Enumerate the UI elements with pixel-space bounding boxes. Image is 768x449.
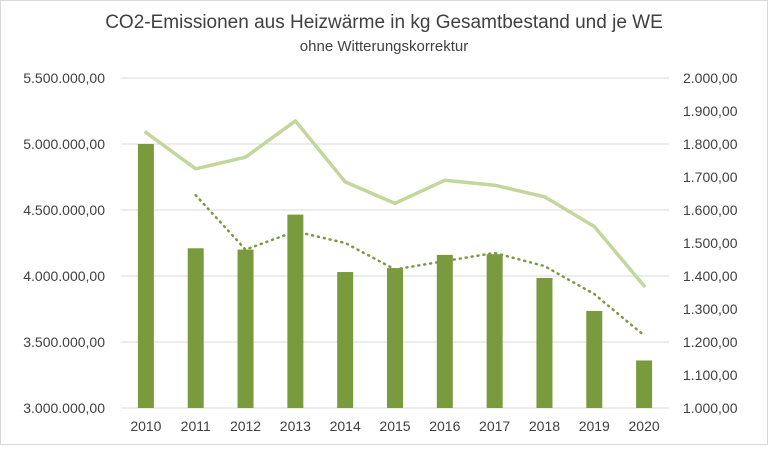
bar: [387, 268, 403, 408]
x-tick-label: 2011: [181, 418, 211, 434]
bar: [337, 272, 354, 408]
x-tick-label: 2018: [529, 418, 560, 434]
x-tick-label: 2019: [579, 418, 610, 434]
bar: [287, 214, 304, 408]
chart-subtitle: ohne Witterungskorrektur: [300, 38, 468, 55]
bar: [486, 254, 503, 408]
x-tick-label: 2017: [479, 418, 510, 434]
x-tick-label: 2012: [230, 418, 261, 434]
left-tick-label: 5.500.000,00: [23, 70, 105, 86]
right-tick-label: 1.200,00: [683, 334, 738, 350]
bar: [237, 249, 254, 408]
right-tick-label: 1.100,00: [683, 367, 738, 383]
bar: [187, 248, 204, 408]
right-tick-label: 1.600,00: [683, 202, 738, 218]
left-tick-label: 5.000.000,00: [23, 136, 105, 152]
right-tick-label: 1.800,00: [683, 136, 738, 152]
left-tick-label: 3.000.000,00: [23, 400, 105, 416]
right-tick-label: 1.900,00: [683, 103, 738, 119]
bar: [586, 310, 603, 408]
right-tick-label: 1.000,00: [683, 400, 738, 416]
x-tick-label: 2015: [379, 418, 410, 434]
bar-series: [137, 144, 653, 408]
x-tick-label: 2010: [130, 418, 161, 434]
x-tick-label: 2020: [629, 418, 660, 434]
bar: [436, 254, 453, 408]
x-tick-label: 2016: [429, 418, 460, 434]
bar: [137, 144, 154, 408]
right-axis-ticks: 2.000,00 1.900,00 1.800,00 1.700,00 1.600,00…: [683, 70, 738, 416]
left-tick-label: 3.500.000,00: [23, 334, 105, 350]
x-tick-label: 2014: [330, 418, 361, 434]
left-tick-label: 4.000.000,00: [23, 268, 105, 284]
right-tick-label: 1.400,00: [683, 268, 738, 284]
line-series: [144, 119, 646, 337]
chart-title: CO2-Emissionen aus Heizwärme in kg Gesam…: [105, 12, 663, 33]
bar: [636, 360, 653, 408]
x-tick-label: 2013: [280, 418, 311, 434]
right-tick-label: 1.700,00: [683, 169, 738, 185]
right-tick-label: 2.000,00: [683, 70, 738, 86]
solid-series-line: [144, 119, 646, 288]
left-axis-ticks: 5.500.000,00 5.000.000,00 4.500.000,00 4.00…: [23, 70, 105, 416]
dotted-series-line: [194, 193, 646, 337]
x-axis-ticks: 2010 2011 2012 2013 2014 2015 2016 2017 2018 2019…: [130, 418, 660, 434]
left-tick-label: 4.500.000,00: [23, 202, 105, 218]
right-tick-label: 1.300,00: [683, 301, 738, 317]
bar: [536, 277, 553, 408]
right-tick-label: 1.500,00: [683, 235, 738, 251]
